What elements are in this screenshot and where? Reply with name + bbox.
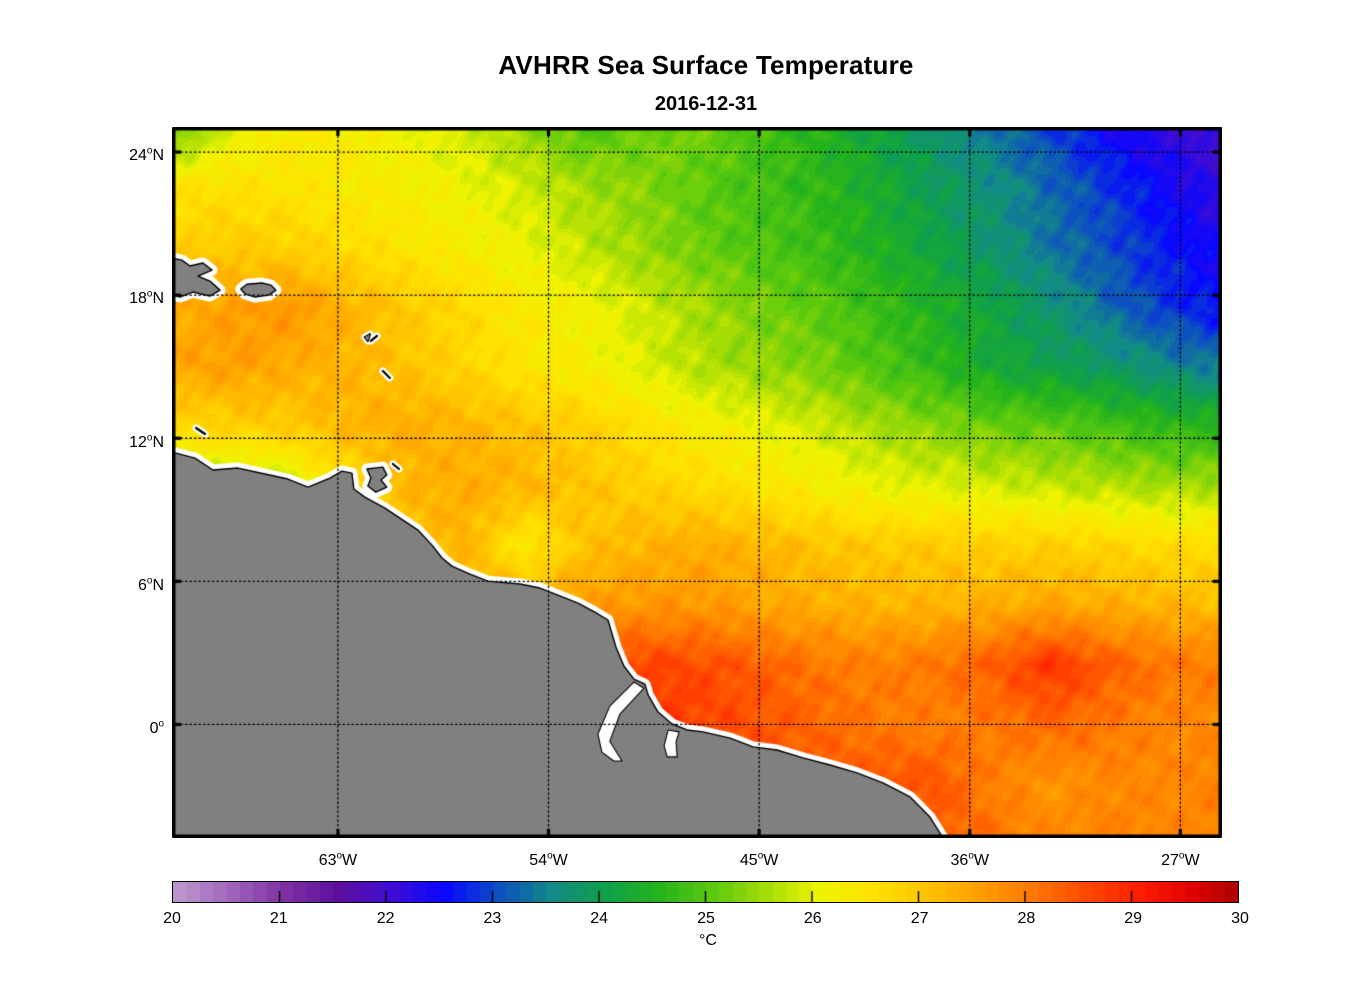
x-tick-label: 45oW [739, 851, 779, 870]
colorbar-tick-label: 20 [163, 910, 181, 927]
y-tick-label: 12oN [129, 432, 164, 451]
colorbar-tick-label: 28 [1017, 910, 1036, 927]
colorbar-tick-label: 30 [1231, 910, 1249, 927]
x-tick-label: 36oW [950, 851, 989, 870]
x-tick-label: 54oW [529, 851, 568, 870]
colorbar-tick-label: 29 [1124, 910, 1143, 927]
colorbar-tick-label: 27 [910, 910, 929, 927]
chart-title: AVHRR Sea Surface Temperature [498, 50, 914, 80]
colorbar-tick-label: 24 [590, 910, 609, 927]
colorbar-tick-label: 26 [803, 910, 822, 927]
y-tick-label: 0o [149, 718, 164, 737]
chart-subtitle: 2016-12-31 [654, 93, 758, 115]
sst-map-canvas [172, 127, 1222, 838]
x-tick-label: 63oW [318, 851, 358, 870]
y-tick-label: 18oN [129, 289, 164, 308]
colorbar-tick-label: 21 [269, 910, 288, 927]
colorbar-canvas [172, 881, 1239, 903]
colorbar-tick-label: 22 [376, 910, 395, 927]
colorbar-tick-label: 25 [697, 910, 715, 927]
colorbar-tick-label: 23 [483, 910, 502, 927]
colorbar-unit-label: °C [699, 932, 717, 949]
y-tick-label: 24oN [129, 146, 164, 165]
x-tick-label: 27oW [1161, 851, 1200, 870]
y-tick-label: 6oN [138, 575, 164, 594]
